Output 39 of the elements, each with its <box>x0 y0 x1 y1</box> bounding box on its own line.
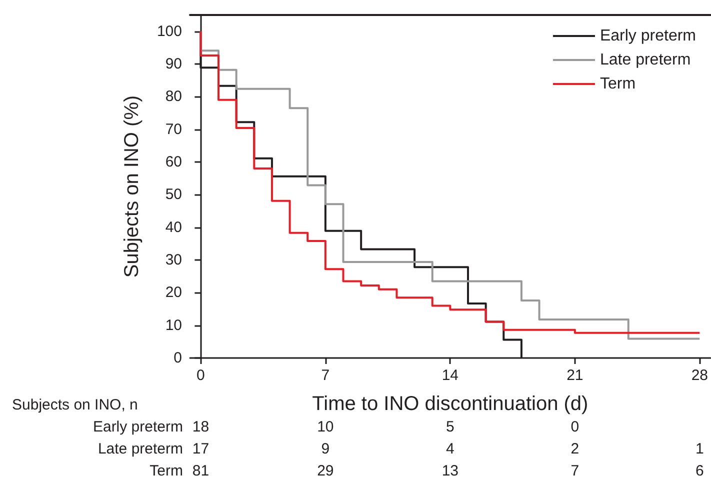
text: 4 <box>446 440 454 458</box>
y-tick-label: 20 <box>165 284 182 302</box>
legend-label: Early preterm <box>600 28 696 44</box>
y-tick-label: 10 <box>165 316 182 334</box>
text: 81 <box>192 462 210 480</box>
y-tick-label: 80 <box>165 88 182 106</box>
x-tick-label: 28 <box>691 367 708 384</box>
x-tick-label: 21 <box>566 367 584 384</box>
text: 10 <box>317 418 334 436</box>
y-tick-label: 0 <box>174 350 182 366</box>
y-tick-label: 40 <box>165 218 182 236</box>
legend-label: Late preterm <box>600 52 691 68</box>
text: 17 <box>192 440 210 458</box>
text: 0 <box>570 418 580 436</box>
y-tick-label: 60 <box>165 154 182 170</box>
y-axis-title: Subjects on INO (%) <box>121 95 143 278</box>
y-tick-label: 100 <box>156 22 182 40</box>
y-tick-label: 70 <box>165 120 182 138</box>
text: 2 <box>570 440 580 458</box>
text: Subjects on INO, n <box>12 396 138 414</box>
text: 18 <box>192 418 210 436</box>
text: 6 <box>695 462 704 480</box>
text: 7 <box>570 462 580 480</box>
y-tick-label: 30 <box>165 252 182 268</box>
text: 29 <box>317 462 334 480</box>
y-tick-label: 50 <box>165 186 182 204</box>
text: Term <box>150 462 183 480</box>
y-tick-label: 90 <box>165 56 182 72</box>
text: Late preterm <box>98 440 183 458</box>
text: 13 <box>442 462 459 480</box>
text: 1 <box>695 440 704 458</box>
text: 5 <box>446 418 454 436</box>
legend-label: Term <box>600 76 636 92</box>
x-axis-title: Time to INO discontinuation (d) <box>312 393 588 415</box>
x-tick-label: 7 <box>321 367 330 384</box>
text: 9 <box>321 440 330 458</box>
x-tick-label: 14 <box>442 367 459 384</box>
text: Early preterm <box>92 418 183 436</box>
x-tick-label: 0 <box>196 367 205 384</box>
